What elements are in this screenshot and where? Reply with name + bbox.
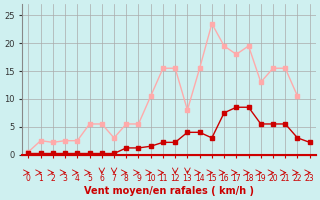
X-axis label: Vent moyen/en rafales ( km/h ): Vent moyen/en rafales ( km/h ): [84, 186, 254, 196]
